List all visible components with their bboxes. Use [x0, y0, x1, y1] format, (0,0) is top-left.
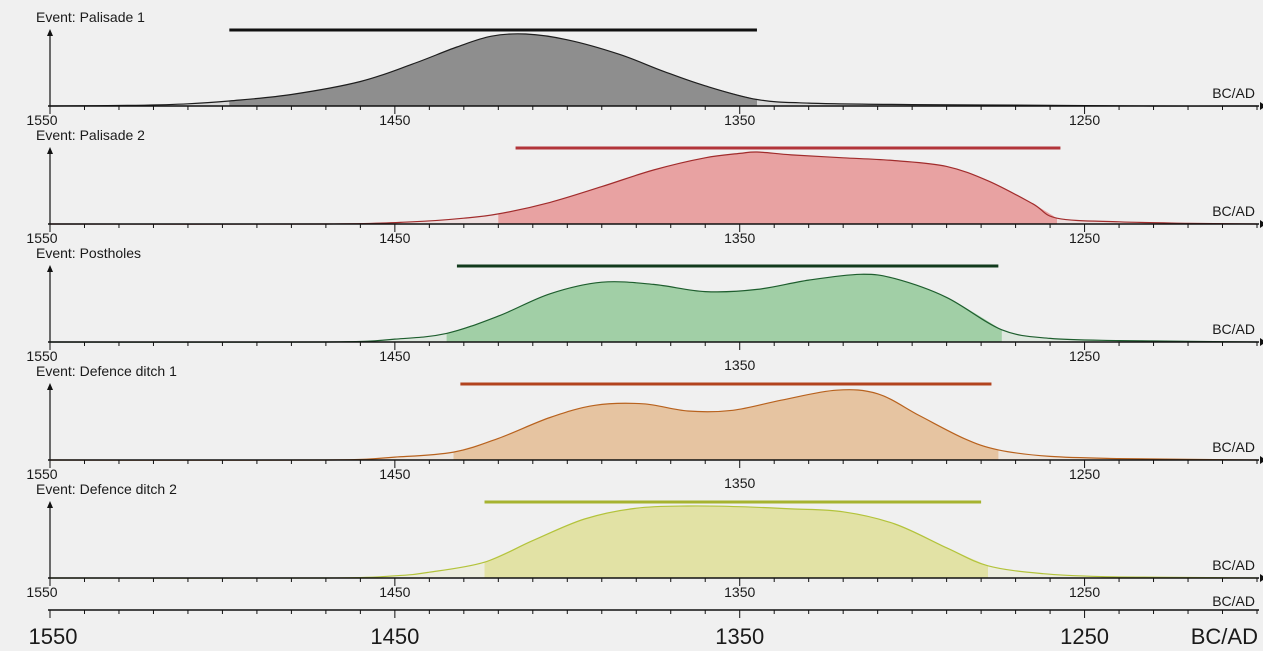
panel-x-axis-tick-label: 1450 [379, 112, 410, 128]
panel-x-axis-tick-label: 1350 [724, 475, 755, 491]
panel-x-axis-tick-label: 1250 [1069, 230, 1100, 246]
panel-x-axis-tick-label: 1550 [26, 230, 57, 246]
panel-title: Event: Palisade 2 [36, 127, 145, 143]
probability-curve-line [49, 33, 1258, 107]
x-axis-unit-label: BC/AD [1212, 321, 1255, 337]
panel-x-axis-tick-label: 1450 [379, 466, 410, 482]
panel-x-axis-tick-label: 1550 [26, 584, 57, 600]
panel-x-axis-tick-label: 1250 [1069, 348, 1100, 364]
probability-curve-line [49, 505, 1258, 579]
panel-x-axis-tick-label: 1550 [26, 348, 57, 364]
panel-title: Event: Postholes [36, 245, 141, 261]
bottom-axis-big-tick-label: 1350 [715, 624, 764, 649]
panel-x-axis-tick-label: 1350 [724, 230, 755, 246]
probability-curve-line [49, 389, 1258, 461]
y-axis-arrow [47, 29, 53, 36]
panel-title: Event: Defence ditch 1 [36, 363, 177, 379]
bottom-axis-unit-label: BC/AD [1212, 593, 1255, 609]
bottom-axis-big-tick-label: 1450 [370, 624, 419, 649]
panel-x-axis-tick-label: 1250 [1069, 584, 1100, 600]
y-axis-arrow [47, 147, 53, 154]
panel-x-axis-tick-label: 1350 [724, 584, 755, 600]
panel-x-axis-arrow [1260, 338, 1263, 346]
y-axis-arrow [47, 501, 53, 508]
probability-curve-line [49, 151, 1258, 225]
panel-x-axis-tick-label: 1550 [26, 466, 57, 482]
panel-x-axis-tick-label: 1350 [724, 357, 755, 373]
probability-curve-line [49, 273, 1258, 343]
panel-x-axis-tick-label: 1350 [724, 112, 755, 128]
panel-x-axis-tick-label: 1550 [26, 112, 57, 128]
panel-title: Event: Palisade 1 [36, 9, 145, 25]
y-axis-arrow [47, 265, 53, 272]
panel-x-axis-tick-label: 1250 [1069, 112, 1100, 128]
panel-x-axis-arrow [1260, 102, 1263, 110]
panel-x-axis-arrow [1260, 456, 1263, 464]
x-axis-unit-label: BC/AD [1212, 85, 1255, 101]
shaded-probability-area [442, 274, 1006, 342]
panel-title: Event: Defence ditch 2 [36, 481, 177, 497]
shaded-probability-area [494, 151, 1059, 224]
y-axis-arrow [47, 383, 53, 390]
bottom-axis-big-unit-label: BC/AD [1191, 624, 1258, 649]
panel-x-axis-tick-label: 1450 [379, 230, 410, 246]
panel-x-axis-arrow [1260, 220, 1263, 228]
x-axis-unit-label: BC/AD [1212, 557, 1255, 573]
panel-x-axis-tick-label: 1450 [379, 584, 410, 600]
x-axis-unit-label: BC/AD [1212, 439, 1255, 455]
x-axis-unit-label: BC/AD [1212, 203, 1255, 219]
panel-x-axis-tick-label: 1250 [1069, 466, 1100, 482]
shaded-probability-area [224, 33, 761, 106]
bottom-axis-big-tick-label: 1250 [1060, 624, 1109, 649]
shaded-probability-area [450, 389, 1001, 460]
shaded-probability-area [480, 505, 992, 578]
panel-x-axis-tick-label: 1450 [379, 348, 410, 364]
bottom-axis-big-tick-label: 1550 [29, 624, 78, 649]
panel-x-axis-arrow [1260, 574, 1263, 582]
